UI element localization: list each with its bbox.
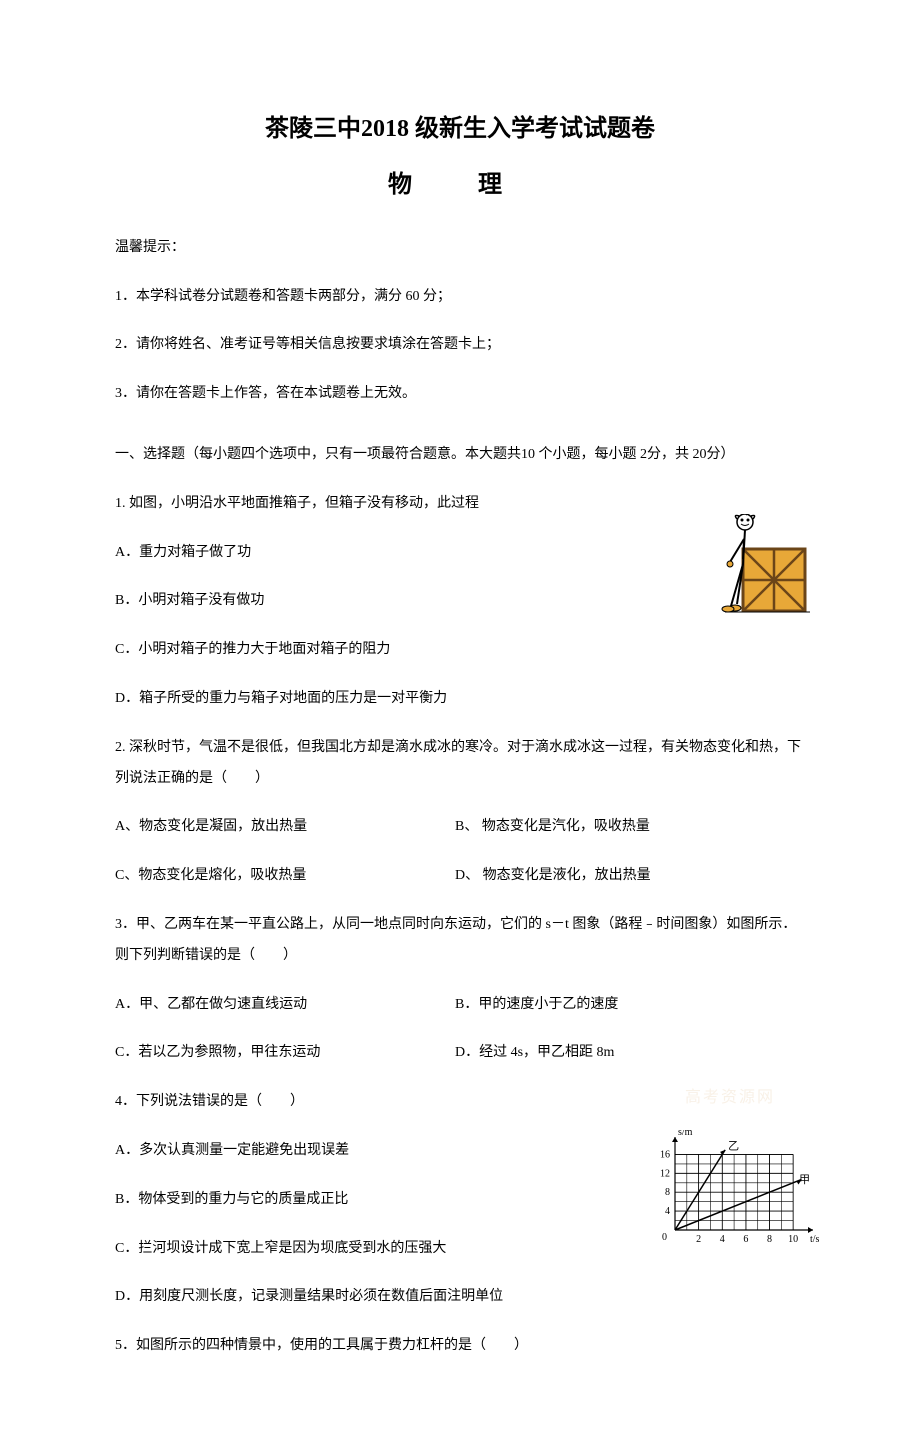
svg-text:t/s: t/s xyxy=(810,1234,820,1245)
page-title: 茶陵三中2018 级新生入学考试试题卷 xyxy=(115,110,805,148)
svg-text:2: 2 xyxy=(696,1234,701,1245)
question-1: 1. 如图，小明沿水平地面推箱子，但箱子没有移动，此过程 A．重力对箱子做了功 … xyxy=(115,489,805,715)
q3-options-row2: C．若以乙为参照物，甲往东运动 D．经过 4s，甲乙相距 8m xyxy=(115,1038,805,1069)
q1-figure-image xyxy=(695,514,815,614)
q3-graph: 2 4 6 8 10 4 8 12 16 s/m t/s 0 乙甲 xyxy=(645,1130,825,1250)
subject-title: 物 理 xyxy=(115,166,805,204)
q3-stem: 3．甲、乙两车在某一平直公路上，从同一地点同时向东运动，它们的 s－t 图象（路… xyxy=(115,910,805,972)
q2-option-d: D、 物态变化是液化，放出热量 xyxy=(455,861,651,892)
svg-text:6: 6 xyxy=(743,1234,748,1245)
q5-stem: 5．如图所示的四种情景中，使用的工具属于费力杠杆的是（ ） xyxy=(115,1331,805,1362)
tip-item: 3．请你在答题卡上作答，答在本试题卷上无效。 xyxy=(115,379,805,410)
q4-stem: 4．下列说法错误的是（ ） xyxy=(115,1087,805,1118)
tip-item: 1．本学科试卷分试题卷和答题卡两部分，满分 60 分； xyxy=(115,282,805,313)
q4-option-d: D．用刻度尺测长度，记录测量结果时必须在数值后面注明单位 xyxy=(115,1282,805,1313)
q3-option-c: C．若以乙为参照物，甲往东运动 xyxy=(115,1038,455,1069)
q2-options-row2: C、物态变化是熔化，吸收热量 D、 物态变化是液化，放出热量 xyxy=(115,861,805,892)
tip-item: 2．请你将姓名、准考证号等相关信息按要求填涂在答题卡上； xyxy=(115,330,805,361)
q3-option-b: B．甲的速度小于乙的速度 xyxy=(455,990,618,1021)
q1-option-d: D．箱子所受的重力与箱子对地面的压力是一对平衡力 xyxy=(115,684,805,715)
svg-text:s/m: s/m xyxy=(678,1130,693,1138)
svg-text:4: 4 xyxy=(720,1234,725,1245)
svg-text:8: 8 xyxy=(767,1234,772,1245)
q2-option-a: A、物态变化是凝固，放出热量 xyxy=(115,812,455,843)
question-3-onward: 3．甲、乙两车在某一平直公路上，从同一地点同时向东运动，它们的 s－t 图象（路… xyxy=(115,910,805,1362)
svg-text:甲: 甲 xyxy=(799,1174,810,1186)
svg-text:乙: 乙 xyxy=(728,1140,739,1153)
svg-text:0: 0 xyxy=(662,1232,667,1243)
svg-text:10: 10 xyxy=(788,1234,798,1245)
tips-header: 温馨提示： xyxy=(115,233,805,264)
q2-options-row1: A、物态变化是凝固，放出热量 B、 物态变化是汽化，吸收热量 xyxy=(115,812,805,843)
q2-option-b: B、 物态变化是汽化，吸收热量 xyxy=(455,812,650,843)
svg-text:4: 4 xyxy=(665,1206,670,1217)
q3-option-d: D．经过 4s，甲乙相距 8m xyxy=(455,1038,614,1069)
q2-stem: 2. 深秋时节，气温不是很低，但我国北方却是滴水成冰的寒冷。对于滴水成冰这一过程… xyxy=(115,733,805,795)
section-header: 一、选择题（每小题四个选项中，只有一项最符合题意。本大题共10 个小题，每小题 … xyxy=(115,440,805,471)
q3-option-a: A．甲、乙都在做匀速直线运动 xyxy=(115,990,455,1021)
svg-text:16: 16 xyxy=(660,1149,670,1160)
q3-options-row1: A．甲、乙都在做匀速直线运动 B．甲的速度小于乙的速度 xyxy=(115,990,805,1021)
q2-option-c: C、物态变化是熔化，吸收热量 xyxy=(115,861,455,892)
svg-text:8: 8 xyxy=(665,1187,670,1198)
svg-text:12: 12 xyxy=(660,1168,670,1179)
q1-option-c: C．小明对箱子的推力大于地面对箱子的阻力 xyxy=(115,635,805,666)
